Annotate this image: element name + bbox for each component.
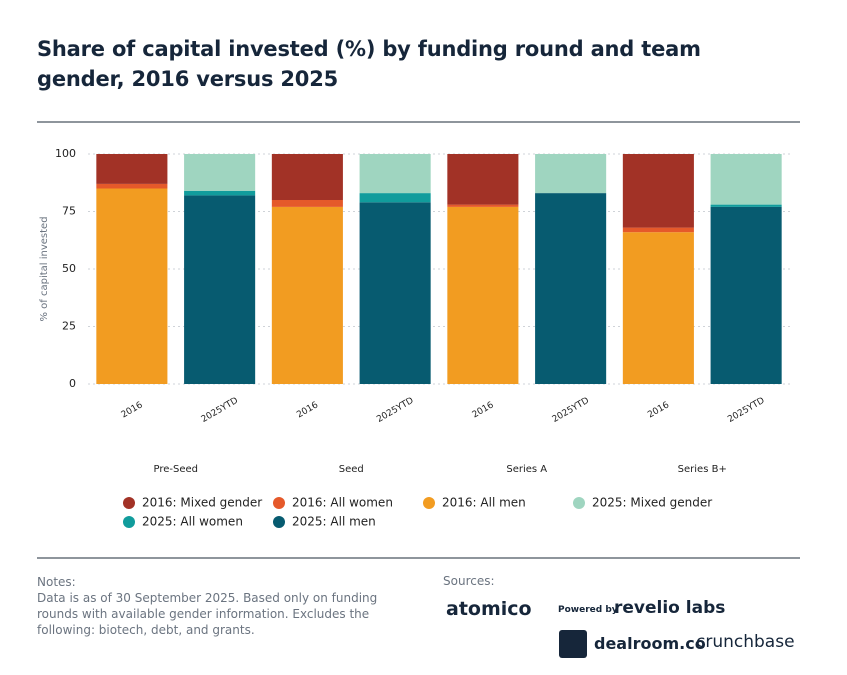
bar-segment	[710, 206, 782, 384]
bar-segment	[271, 206, 343, 384]
bar-segment	[271, 154, 343, 200]
x-tick-label: 2025YTD	[375, 396, 415, 425]
group-label: Seed	[339, 464, 364, 475]
bar-segment	[622, 154, 694, 228]
legend-label: 2016: Mixed gender	[142, 496, 262, 510]
bar-segment	[359, 202, 431, 384]
x-tick-label: 2016	[295, 400, 320, 420]
legend-label: 2025: All women	[142, 515, 243, 529]
x-tick-label: 2016	[471, 400, 496, 420]
legend-marker	[123, 497, 135, 509]
legend-label: 2025: All men	[292, 515, 376, 529]
x-tick-label: 2025YTD	[200, 396, 240, 425]
bar-segment	[184, 195, 256, 384]
bar-segment	[96, 183, 168, 189]
legend-marker	[423, 497, 435, 509]
chart-title: Share of capital invested (%) by funding…	[37, 37, 701, 91]
legend-label: 2016: All men	[442, 496, 526, 510]
powered-by: Powered by	[558, 605, 618, 615]
notes: Notes: Data is as of 30 September 2025. …	[37, 574, 417, 638]
logo-crunchbase: crunchbase	[696, 632, 795, 652]
bar-segment	[447, 206, 519, 384]
legend-marker	[273, 497, 285, 509]
x-tick-label: 2016	[646, 400, 671, 420]
sources-heading: Sources:	[443, 574, 495, 588]
bar-segment	[359, 154, 431, 194]
bar-segment	[359, 193, 431, 203]
x-tick-label: 2025YTD	[551, 396, 591, 425]
y-tick-label: 50	[62, 262, 76, 275]
bar-segment	[447, 154, 519, 205]
legend-marker	[123, 516, 135, 528]
bar-segment	[447, 204, 519, 207]
x-tick-label: 2016	[120, 400, 145, 420]
logo-revelio: revelio labs	[614, 598, 726, 618]
bar-segment	[271, 200, 343, 207]
bar-segment	[184, 154, 256, 191]
legend-marker	[273, 516, 285, 528]
y-tick-label: 75	[62, 205, 76, 218]
group-label: Pre-Seed	[153, 464, 198, 475]
notes-heading: Notes:	[37, 575, 76, 589]
bar-segment	[535, 193, 607, 384]
logo-atomico: atomico	[446, 598, 532, 620]
legend-marker	[573, 497, 585, 509]
bar-segment	[96, 154, 168, 184]
x-tick-label: 2025YTD	[726, 396, 766, 425]
y-axis-label: % of capital invested	[39, 216, 50, 321]
bar-segment	[622, 227, 694, 233]
group-label: Series B+	[678, 464, 727, 475]
legend-label: 2025: Mixed gender	[592, 496, 712, 510]
chart: % of capital invested 0 25 50 75 100 2016 2025…	[37, 121, 800, 559]
logo-dealroom: dealroom.co	[594, 634, 706, 653]
bar-segment	[710, 154, 782, 205]
dealroom-icon	[559, 630, 587, 658]
bar-segment	[710, 204, 782, 207]
bar-segment	[184, 190, 256, 196]
y-tick-label: 100	[55, 147, 76, 160]
y-tick-label: 0	[69, 377, 76, 390]
notes-text: Data is as of 30 September 2025. Based o…	[37, 591, 378, 637]
legend-label: 2016: All women	[292, 496, 393, 510]
bar-segment	[96, 188, 168, 384]
bar-segment	[622, 232, 694, 384]
group-label: Series A	[506, 464, 547, 475]
y-tick-label: 25	[62, 320, 76, 333]
bar-segment	[535, 154, 607, 194]
